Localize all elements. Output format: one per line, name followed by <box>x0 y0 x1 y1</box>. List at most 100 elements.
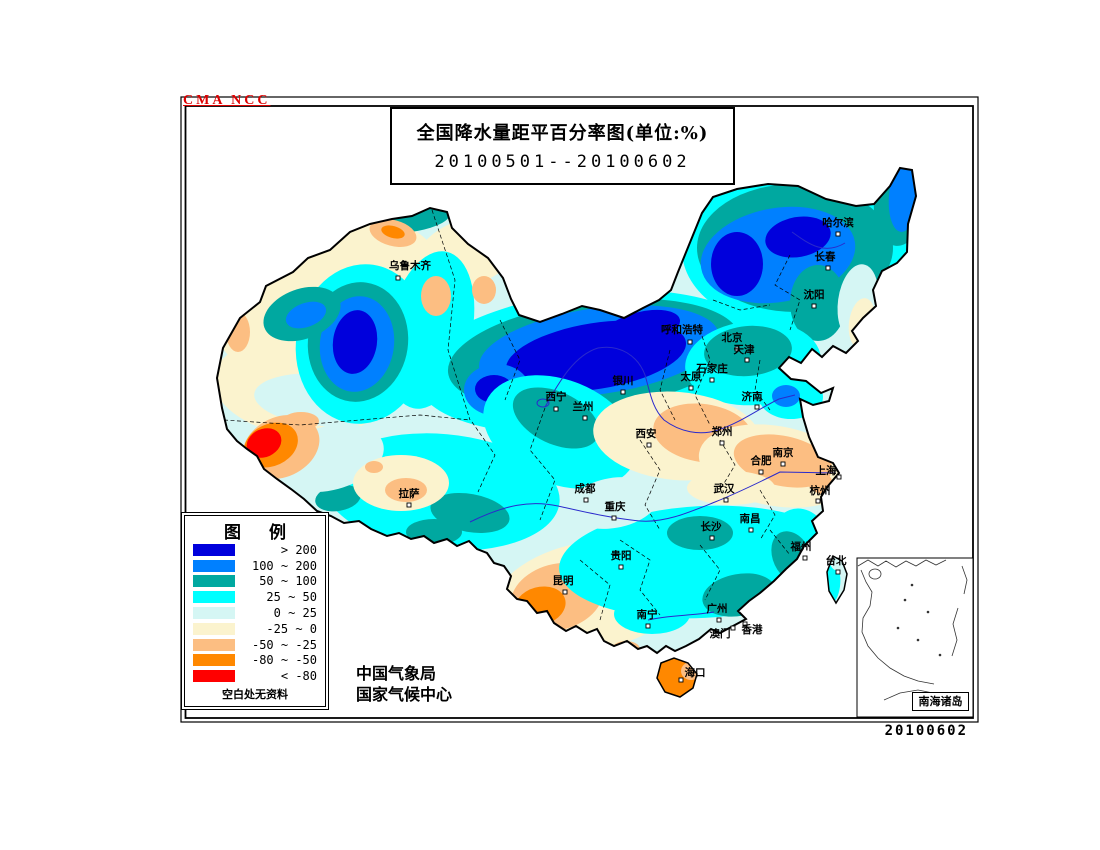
legend-swatch <box>193 638 235 651</box>
anomaly-region <box>772 385 800 407</box>
legend-box: 图 例 > 200 100 ~ 200 50 ~ 100 25 ~ 50 0 ~ 25-… <box>181 512 329 710</box>
south-china-sea-inset <box>856 557 974 718</box>
city-marker <box>742 621 748 627</box>
city: 太原 <box>680 370 702 391</box>
city-label: 杭州 <box>810 484 831 497</box>
city: 澳门 <box>710 625 736 640</box>
legend-row: 25 ~ 50 <box>193 589 317 605</box>
legend-range-label: -25 ~ 0 <box>266 621 317 636</box>
title-box: 全国降水量距平百分率图(单位:%) 20100501--20100602 <box>390 107 735 185</box>
city: 重庆 <box>605 500 626 521</box>
city-marker <box>758 469 764 475</box>
city-label: 郑州 <box>712 425 733 438</box>
city-marker <box>395 275 401 281</box>
city-marker <box>688 385 694 391</box>
anomaly-region <box>381 225 405 239</box>
anomaly-region <box>567 477 659 529</box>
city: 北京 <box>722 331 743 352</box>
anomaly-regions <box>217 168 916 697</box>
map-frame-inner <box>184 105 974 719</box>
city: 郑州 <box>712 425 733 446</box>
city-marker <box>406 502 412 508</box>
legend-swatch <box>193 654 235 667</box>
city: 天津 <box>734 343 755 363</box>
legend-row: < -80 <box>193 668 317 684</box>
city-label: 香港 <box>741 623 763 636</box>
city-marker <box>611 515 617 521</box>
legend-swatch <box>193 559 235 572</box>
anomaly-region <box>512 387 600 449</box>
city-marker <box>709 535 715 541</box>
city: 成都 <box>575 482 596 503</box>
map-title: 全国降水量距平百分率图(单位:%) <box>416 123 709 144</box>
city-label: 天津 <box>734 343 755 356</box>
city-label: 成都 <box>575 482 596 495</box>
legend-row: 50 ~ 100 <box>193 574 317 590</box>
inset-coastlines <box>857 559 968 701</box>
city-label: 南昌 <box>740 512 761 525</box>
city-label: 济南 <box>742 390 763 403</box>
issuing-agency: 中国气象局 国家气候中心 <box>356 663 452 705</box>
city-marker <box>553 406 559 412</box>
city: 哈尔滨 <box>822 216 854 237</box>
city-label: 广州 <box>707 602 728 615</box>
issue-date-stamp: 20100602 <box>884 723 968 739</box>
city-label: 石家庄 <box>695 362 728 375</box>
legend-swatch <box>193 622 235 635</box>
legend-swatch <box>193 607 235 620</box>
city-label: 西宁 <box>546 390 567 403</box>
legend-rows: > 200 100 ~ 200 50 ~ 100 25 ~ 50 0 ~ 25 -25 ~… <box>193 542 317 684</box>
city-marker <box>835 231 841 237</box>
legend-no-data-note: 空白处无资料 <box>222 688 288 702</box>
city-marker <box>723 497 729 503</box>
city-marker <box>825 265 831 271</box>
city-label: 哈尔滨 <box>822 216 854 229</box>
city-label: 南京 <box>773 446 794 459</box>
legend-row: 100 ~ 200 <box>193 558 317 574</box>
yangtze-river <box>469 471 837 523</box>
agency-line-1: 中国气象局 <box>356 664 437 683</box>
city-marker <box>583 497 589 503</box>
city: 南京 <box>773 446 794 467</box>
city-marker <box>730 625 736 631</box>
city: 武汉 <box>714 482 735 503</box>
city-label: 台北 <box>826 554 847 567</box>
city: 西安 <box>636 427 657 448</box>
rivers <box>469 231 846 621</box>
anomaly-region <box>285 301 327 329</box>
city-marker <box>582 415 588 421</box>
city-marker <box>678 677 684 683</box>
anomaly-region <box>406 519 462 545</box>
city: 呼和浩特 <box>661 323 703 345</box>
map-date-range: 20100501--20100602 <box>434 152 691 172</box>
map-frame-outer <box>180 96 979 723</box>
city-label: 上海 <box>816 464 837 477</box>
hainan-outline <box>656 657 698 698</box>
anomaly-region <box>704 325 792 377</box>
city: 杭州 <box>810 484 831 504</box>
city-marker <box>618 564 624 570</box>
city: 贵阳 <box>611 549 632 570</box>
city-label: 武汉 <box>714 482 735 495</box>
cma-ncc-watermark: CMA NCC <box>183 93 271 108</box>
city-label: 西安 <box>636 427 657 440</box>
legend-swatch <box>193 575 235 588</box>
anomaly-region <box>790 265 846 341</box>
city: 南宁 <box>637 608 658 629</box>
city: 长春 <box>815 250 836 271</box>
city: 长沙 <box>701 520 722 541</box>
city: 南昌 <box>740 512 761 533</box>
legend-title: 图 例 <box>224 523 286 543</box>
city-label: 福州 <box>790 540 812 553</box>
city-marker <box>835 569 841 575</box>
city-label: 海口 <box>685 666 706 679</box>
anomaly-region <box>315 484 361 512</box>
anomaly-region <box>614 594 690 634</box>
city-label: 长春 <box>815 250 836 263</box>
legend-range-label: -80 ~ -50 <box>251 653 317 668</box>
anomaly-region <box>421 276 451 316</box>
city-marker <box>645 623 651 629</box>
anomaly-region <box>667 516 733 550</box>
city-label: 南宁 <box>637 608 658 621</box>
city: 银川 <box>613 374 634 395</box>
